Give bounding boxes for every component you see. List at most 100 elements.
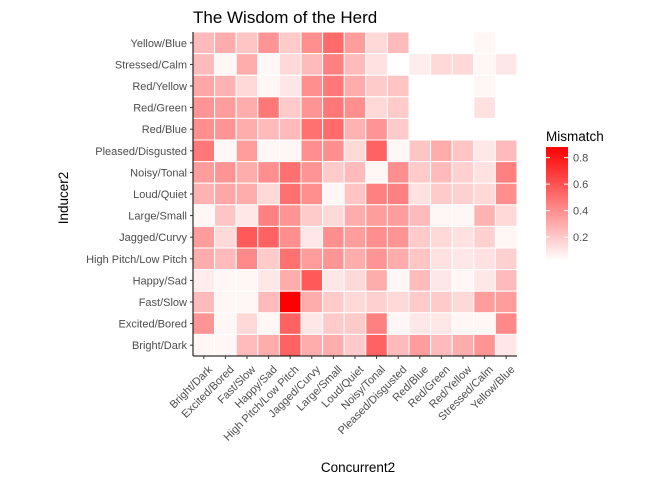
heatmap-cell [257, 225, 280, 249]
heatmap-cell [235, 204, 259, 227]
heatmap-cell [257, 96, 280, 119]
heatmap-cell [386, 204, 410, 227]
chart-title: The Wisdom of the Herd [193, 8, 377, 27]
heatmap-cell [214, 96, 237, 119]
heatmap-cell [322, 269, 345, 292]
heatmap-cell [192, 204, 216, 227]
heatmap-cell [192, 333, 216, 357]
heatmap-cell [430, 53, 453, 76]
heatmap-cell [343, 225, 367, 249]
heatmap-cell [214, 333, 237, 357]
heatmap-cell [322, 161, 345, 184]
y-tick-label: Noisy/Tonal [130, 167, 187, 179]
heatmap-cell [473, 247, 496, 271]
heatmap-cell [322, 333, 345, 357]
heatmap-cell [214, 161, 237, 184]
legend-tick-label: 0.8 [573, 153, 588, 165]
heatmap-cell [300, 290, 324, 314]
heatmap-cell [278, 96, 302, 119]
heatmap-cell [494, 225, 518, 249]
y-tick-label: Pleased/Disgusted [95, 146, 187, 158]
heatmap-cell [365, 225, 388, 249]
heatmap-cell [343, 204, 367, 227]
heatmap-cell [451, 53, 475, 76]
heatmap-cell [322, 53, 345, 76]
y-tick-label: Red/Green [133, 103, 187, 115]
heatmap-cell [408, 225, 432, 249]
heatmap-cell [386, 290, 410, 314]
heatmap-cell [430, 225, 453, 249]
heatmap-cell [343, 312, 367, 335]
heatmap-cell [300, 139, 324, 163]
heatmap-cell [386, 182, 410, 206]
x-axis-title: Concurrent2 [321, 460, 395, 475]
y-axis-title: Inducer2 [56, 172, 71, 225]
heatmap-cell [235, 182, 259, 206]
heatmap-cell [300, 53, 324, 76]
heatmap-cell [192, 290, 216, 314]
heatmap-cell [278, 247, 302, 271]
heatmap-cell [430, 247, 453, 271]
heatmap-cell [235, 96, 259, 119]
heatmap-cell [214, 31, 237, 55]
heatmap-cell [494, 333, 518, 357]
heatmap-cell [365, 74, 388, 98]
heatmap-cell [451, 290, 475, 314]
heatmap-cell [365, 204, 388, 227]
heatmap-cell [386, 312, 410, 335]
heatmap-cell [386, 333, 410, 357]
heatmap-cell [235, 333, 259, 357]
heatmap-cell [365, 96, 388, 119]
heatmap-cell [494, 182, 518, 206]
heatmap-cell [386, 139, 410, 163]
heatmap-cell [386, 247, 410, 271]
y-tick-label: Fast/Slow [139, 297, 187, 309]
heatmap-cell [386, 269, 410, 292]
heatmap-cell [300, 225, 324, 249]
heatmap-cell [257, 182, 280, 206]
heatmap-cell [473, 312, 496, 335]
heatmap-cell [322, 96, 345, 119]
heatmap-cell [214, 117, 237, 141]
heatmap-cell [343, 247, 367, 271]
heatmap-cell [386, 225, 410, 249]
heatmap-cell [430, 182, 453, 206]
heatmap-cell [278, 333, 302, 357]
heatmap-cell [494, 247, 518, 271]
heatmap-cell [343, 269, 367, 292]
heatmap-cell [192, 312, 216, 335]
legend-tick-label: 0.6 [573, 179, 588, 191]
heatmap-cell [365, 269, 388, 292]
heatmap-cell [257, 269, 280, 292]
heatmap-cell [386, 96, 410, 119]
heatmap-cell [473, 74, 496, 98]
heatmap-cell [278, 31, 302, 55]
heatmap-cell [192, 117, 216, 141]
heatmap-cell [473, 225, 496, 249]
heatmap-cell [235, 117, 259, 141]
heatmap-cell [214, 290, 237, 314]
heatmap-cell [408, 333, 432, 357]
heatmap-cell [430, 290, 453, 314]
heatmap-cell [235, 247, 259, 271]
heatmap-cell [365, 139, 388, 163]
heatmap-cell [235, 161, 259, 184]
heatmap-cell [257, 117, 280, 141]
heatmap-cell [473, 96, 496, 119]
heatmap-cell [322, 182, 345, 206]
heatmap-cell [343, 96, 367, 119]
legend-tick-label: 0.4 [573, 206, 588, 218]
heatmap-cell [214, 247, 237, 271]
heatmap-cell [257, 161, 280, 184]
y-tick-label: Stressed/Calm [115, 59, 187, 71]
heatmap-cell [322, 247, 345, 271]
heatmap-cell [365, 247, 388, 271]
heatmap-cell [257, 31, 280, 55]
heatmap-cell [451, 182, 475, 206]
heatmap-cell [494, 269, 518, 292]
heatmap-cell [343, 74, 367, 98]
heatmap-cell [430, 139, 453, 163]
heatmap-cell [494, 161, 518, 184]
heatmap-cell [278, 312, 302, 335]
